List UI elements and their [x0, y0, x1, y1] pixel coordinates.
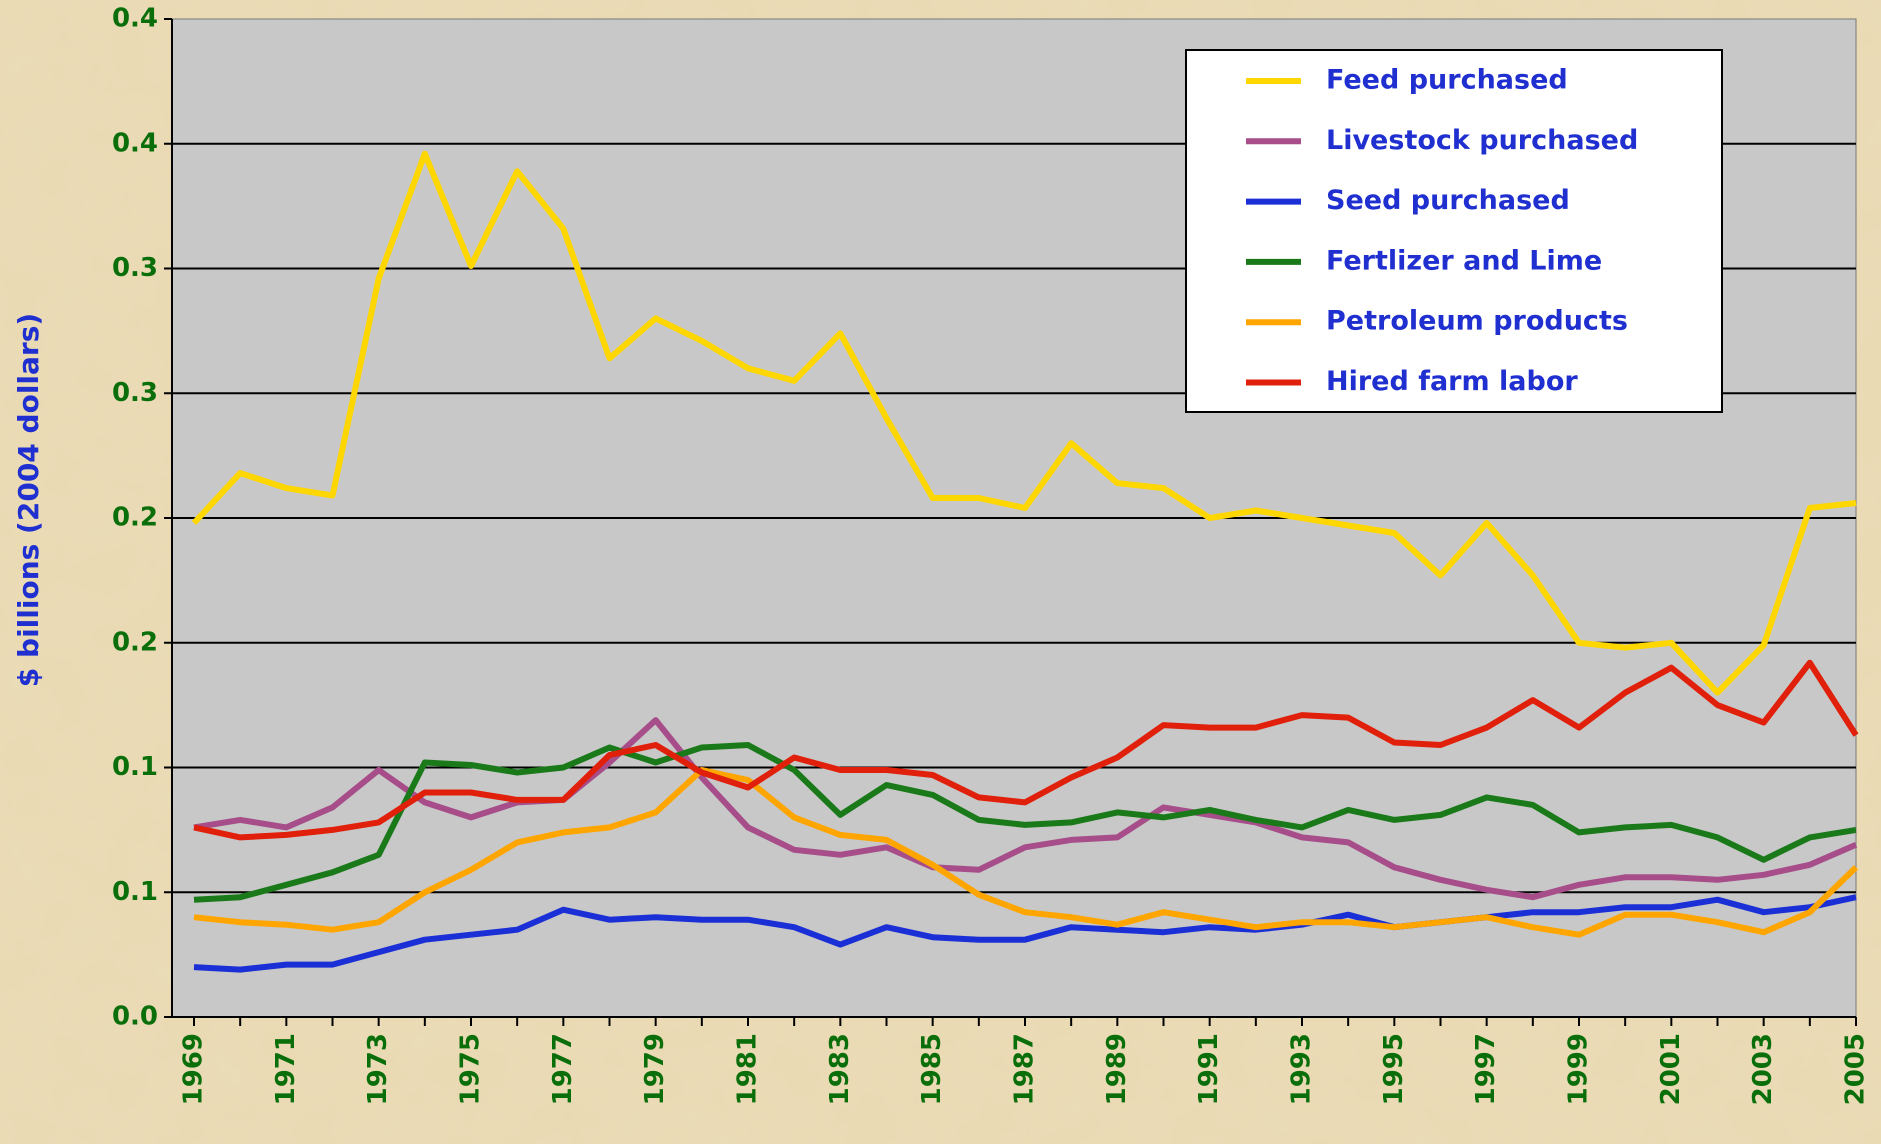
legend-label: Feed purchased — [1326, 65, 1568, 96]
legend-label: Fertlizer and Lime — [1326, 245, 1602, 276]
y-tick-label: 0.4 — [112, 128, 158, 158]
x-tick-label: 2005 — [1841, 1033, 1871, 1105]
x-tick-label: 2003 — [1748, 1033, 1778, 1105]
y-tick-label: 0.1 — [112, 752, 158, 782]
legend-label: Livestock purchased — [1326, 125, 1638, 156]
series-line — [193, 659, 1859, 841]
x-tick-label: 1969 — [179, 1033, 209, 1105]
legend-label: Seed purchased — [1326, 185, 1570, 216]
series-line — [193, 742, 1857, 903]
x-tick-label: 1973 — [363, 1033, 393, 1105]
y-tick-label: 0.4 — [112, 4, 158, 34]
y-tick-label: 0.2 — [112, 503, 158, 533]
legend-box — [1185, 49, 1723, 413]
y-tick-label: 0.0 — [112, 1002, 158, 1032]
y-tick-label: 0.2 — [112, 627, 158, 657]
x-tick-label: 1985 — [917, 1033, 947, 1105]
series-line — [193, 894, 1857, 973]
legend-label: Hired farm labor — [1326, 366, 1578, 397]
series-line — [191, 150, 1857, 696]
y-tick-label: 0.1 — [112, 877, 158, 907]
series-line — [193, 717, 1858, 901]
x-tick-label: 1981 — [733, 1033, 763, 1105]
y-tick-label: 0.3 — [112, 253, 158, 283]
x-tick-label: 1993 — [1287, 1033, 1317, 1105]
legend-label: Petroleum products — [1326, 306, 1628, 337]
x-tick-label: 1977 — [548, 1033, 578, 1105]
y-tick-label: 0.3 — [112, 378, 158, 408]
series-line — [193, 767, 1859, 938]
x-tick-label: 1983 — [825, 1033, 855, 1105]
x-tick-label: 1987 — [1010, 1033, 1040, 1105]
x-tick-label: 2001 — [1656, 1033, 1686, 1105]
x-tick-label: 1989 — [1102, 1033, 1132, 1105]
x-tick-label: 1975 — [456, 1033, 486, 1105]
y-axis-label: $ billions (2004 dollars) — [12, 313, 45, 687]
x-tick-label: 1979 — [640, 1033, 670, 1105]
x-tick-label: 1997 — [1471, 1033, 1501, 1105]
x-tick-label: 1999 — [1564, 1033, 1594, 1105]
x-tick-label: 1971 — [271, 1033, 301, 1105]
x-tick-label: 1995 — [1379, 1033, 1409, 1105]
x-tick-label: 1991 — [1194, 1033, 1224, 1105]
